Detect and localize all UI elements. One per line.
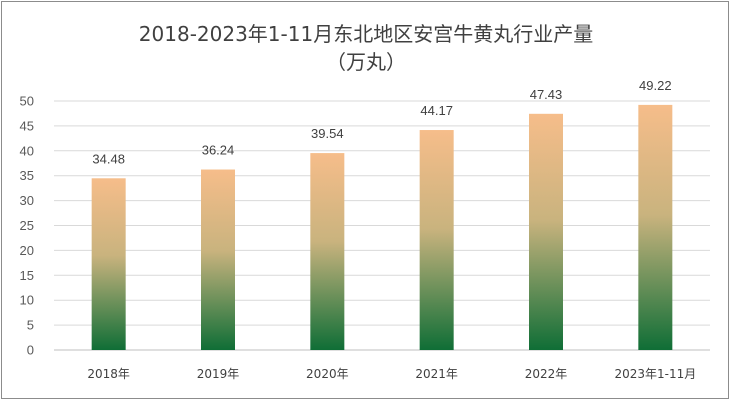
data-label-layer: 34.48 36.24 39.54 44.17 47.43 49.22 — [92, 78, 671, 166]
x-category-label: 2023年1-11月 — [614, 367, 696, 381]
y-tick-label: 20 — [20, 243, 34, 258]
chart-subtitle: （万丸） — [326, 50, 406, 74]
x-category-label: 2020年 — [306, 367, 349, 381]
bar — [201, 169, 235, 350]
y-tick-label: 10 — [20, 293, 34, 308]
data-label: 34.48 — [92, 151, 125, 166]
bar — [638, 104, 673, 350]
y-tick-label: 15 — [20, 268, 34, 283]
bar — [419, 130, 454, 350]
x-axis-categories: 2018年 2019年 2020年 2021年 2022年 2023年1-11月 — [87, 367, 696, 381]
x-category-label: 2019年 — [197, 367, 240, 381]
y-tick-label: 40 — [20, 143, 34, 158]
data-label: 36.24 — [202, 143, 235, 158]
y-tick-label: 50 — [20, 94, 34, 109]
y-axis-ticks: 0 5 10 15 20 25 30 35 40 45 50 — [20, 94, 34, 358]
y-tick-label: 35 — [20, 168, 34, 183]
y-tick-label: 45 — [20, 118, 34, 133]
data-label: 39.54 — [311, 126, 344, 141]
data-label: 44.17 — [420, 103, 453, 118]
y-tick-label: 5 — [27, 318, 34, 333]
x-category-label: 2021年 — [415, 367, 458, 381]
y-tick-label: 0 — [27, 343, 34, 358]
chart-title: 2018-2023年1-11月东北地区安宫牛黄丸行业产量 — [139, 22, 593, 46]
x-category-label: 2018年 — [87, 367, 130, 381]
x-category-label: 2022年 — [525, 367, 568, 381]
y-tick-label: 30 — [20, 193, 34, 208]
y-tick-label: 25 — [20, 218, 34, 233]
bar — [529, 113, 563, 350]
data-label: 47.43 — [530, 87, 563, 102]
bar — [91, 178, 126, 350]
grid-layer — [54, 100, 710, 351]
bar-layer — [91, 104, 673, 350]
data-label: 49.22 — [639, 78, 672, 93]
bar — [310, 153, 345, 350]
